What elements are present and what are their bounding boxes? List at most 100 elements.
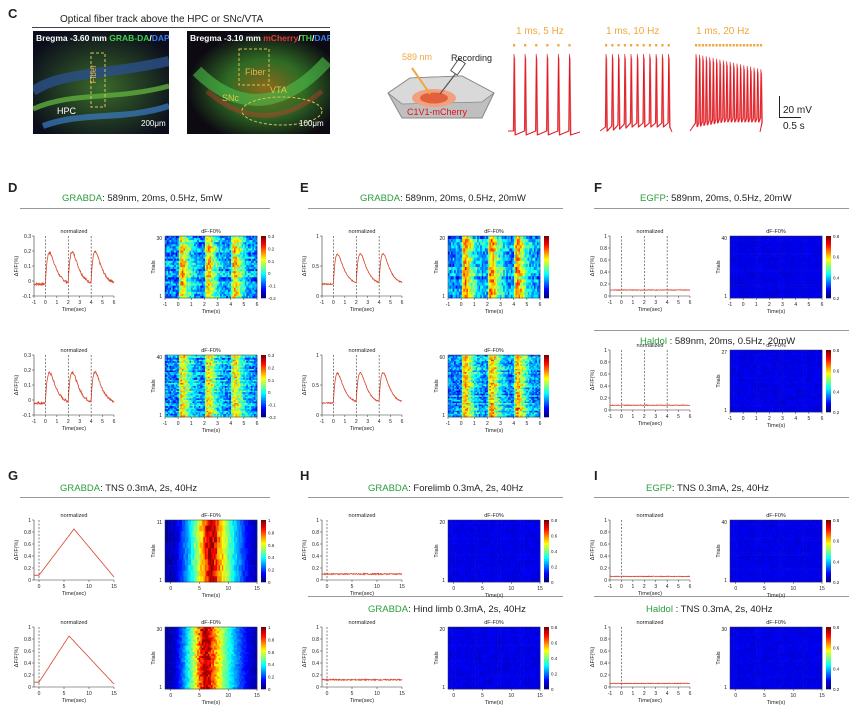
heatmap-cell (235, 273, 238, 276)
heatmap-cell (168, 407, 170, 410)
heatmap-cell (184, 246, 187, 249)
y-tick-label: 0.5 (312, 264, 319, 270)
heatmap-cell (237, 287, 239, 291)
heatmap-cell (240, 361, 242, 364)
heatmap-cell (166, 258, 169, 262)
heatmap-cell (252, 389, 255, 391)
x-tick-label: 2 (643, 414, 646, 420)
heatmap-cell (204, 398, 207, 401)
fiber-label-1: Fiber (89, 65, 98, 83)
heatmap-cell (197, 358, 200, 360)
heatmap-cell (244, 375, 247, 377)
heatmap-cell (168, 409, 170, 412)
heatmap-cell (180, 382, 183, 385)
heatmap-cell (235, 269, 238, 272)
heatmap-cell (253, 242, 256, 245)
heatmap-cell (238, 404, 241, 407)
heatmap-cell (180, 387, 183, 390)
heatmap-cell (211, 279, 213, 282)
heatmap-cell (188, 293, 190, 297)
heatmap-cell (184, 236, 187, 239)
heatmap-cell (184, 368, 187, 371)
heatmap-cell (206, 398, 209, 401)
heatmap-cell (204, 399, 207, 402)
heatmap-cell (249, 367, 252, 370)
heatmap-cell (253, 368, 256, 371)
heatmap-cell (235, 393, 238, 396)
heatmap-cell (200, 395, 203, 398)
heatmap-cell (238, 392, 241, 395)
y-tick-label: 40 (156, 355, 162, 361)
header-h-rule (308, 497, 563, 498)
colorbar-segment (261, 240, 266, 243)
heatmap-cell (230, 256, 233, 260)
heatmap-cell (198, 372, 201, 374)
heatmap-cell (240, 260, 242, 264)
heatmap-cell (184, 250, 187, 253)
heatmap-cell (180, 393, 183, 396)
heatmap-cell (220, 379, 223, 382)
heatmap-cell (241, 376, 244, 379)
heatmap-cell (234, 236, 236, 239)
heatmap-cell (238, 256, 241, 260)
heatmap-cell (191, 250, 193, 253)
heatmap-cell (247, 384, 250, 387)
heatmap-cell (178, 413, 181, 416)
y-tick-label: 0.4 (312, 661, 319, 667)
heatmap-cell (166, 393, 169, 396)
heatmap-cell (201, 370, 204, 373)
x-tick-label: 2 (203, 302, 206, 308)
heatmap-cell (241, 293, 244, 297)
heatmap-cell (246, 361, 249, 364)
heatmap-cell (477, 239, 479, 243)
heatmap-cell (168, 355, 170, 357)
heatmap-cell (166, 238, 169, 241)
heatmap-cell (184, 415, 187, 418)
heatmap-cell (207, 362, 210, 365)
heatmap-cell (241, 410, 244, 413)
heatmap-cell (171, 404, 173, 407)
heatmap-cell (237, 244, 239, 247)
heatmap-cell (166, 365, 169, 368)
heatmap-cell (198, 262, 201, 266)
heatmap-cell (472, 239, 475, 243)
heatmap-cell (191, 372, 193, 374)
heatmap-cell (192, 254, 195, 257)
heatmap-cell (232, 379, 235, 382)
heatmap-cell (209, 285, 212, 288)
heatmap-cell (232, 389, 235, 391)
heatmap-cell (180, 359, 183, 362)
heatmap-cell (195, 256, 198, 260)
heatmap-cell (200, 410, 203, 413)
heatmap-cell (203, 396, 206, 399)
heatmap-cell (230, 254, 233, 257)
heatmap-cell (223, 410, 226, 413)
heatmap-cell (221, 289, 224, 293)
heatmap-cell (217, 390, 219, 393)
heatmap-cell (204, 356, 207, 359)
heatmap-cell (255, 413, 258, 416)
heatmap-cell (203, 258, 206, 262)
heatmap-cell (241, 256, 244, 260)
heatmap-cell (166, 406, 169, 408)
heatmap-cell (209, 258, 212, 262)
heatmap-cell (217, 283, 219, 286)
heatmap-cell (183, 252, 186, 255)
heatmap-cell (469, 242, 472, 246)
x-tick-label: 3 (78, 419, 81, 425)
heatmap-cell (218, 398, 221, 401)
heatmap-cell (209, 293, 212, 297)
heatmap-cell (201, 415, 204, 418)
heatmap-cell (224, 412, 227, 415)
heatmap-cell (195, 372, 198, 374)
y-axis-label: ΔF/F(%) (590, 370, 596, 391)
heatmap-cell (234, 248, 236, 251)
heatmap-cell (177, 271, 180, 274)
heatmap-cell (174, 412, 177, 415)
heatmap-cell (249, 373, 252, 376)
heatmap-cell (171, 372, 173, 374)
heatmap-cell (178, 399, 181, 402)
heatmap-cell (178, 376, 181, 379)
y-tick-label: 0.8 (24, 637, 31, 643)
